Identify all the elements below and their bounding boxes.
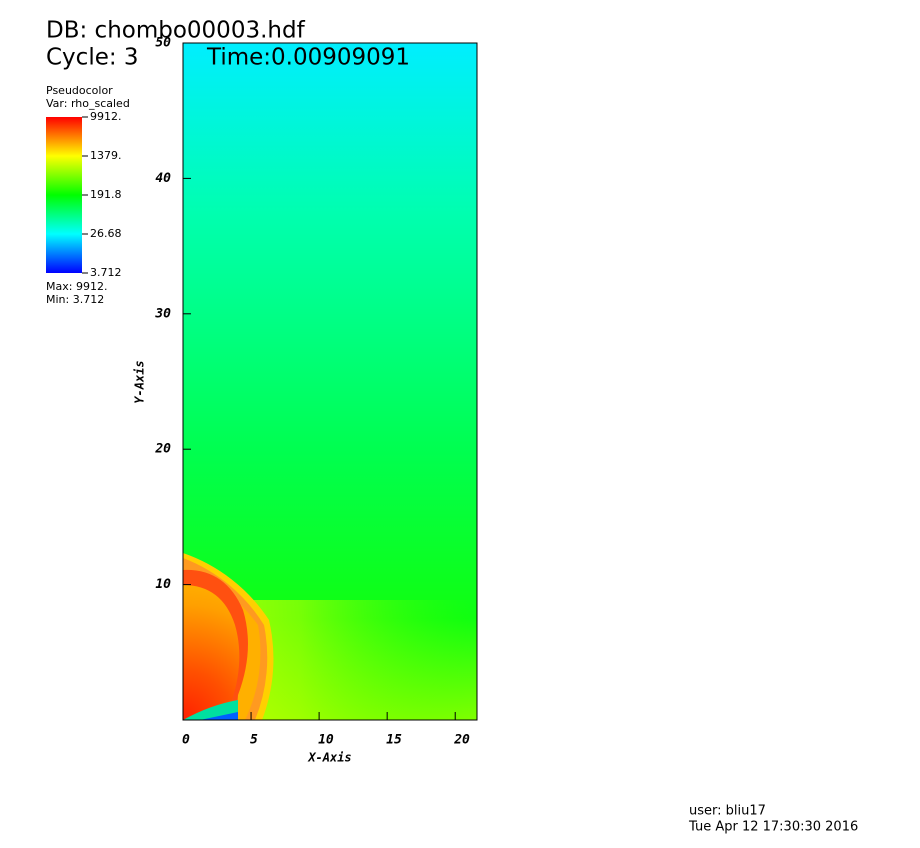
x-tick-label: 10 [318, 733, 334, 748]
cycle: Cycle: 3 [46, 45, 139, 71]
x-tick-label: 5 [250, 733, 258, 748]
x-axis-label: X-Axis [307, 751, 351, 765]
colorbar-label: 9912. [90, 110, 122, 123]
colorbar-label: 1379. [90, 149, 122, 162]
field [183, 43, 477, 720]
colorbar-label: 3.712 [90, 266, 122, 279]
plot-frame [182, 42, 478, 721]
max: Max: 9912. [46, 280, 107, 293]
y-axis-label: Y-Axis [133, 360, 147, 403]
colorbar [46, 117, 82, 273]
min: Min: 3.712 [46, 293, 104, 306]
colorbar-label: 26.68 [90, 227, 122, 240]
user: user: bliu17 [689, 804, 766, 819]
y-tick-label: 20 [154, 442, 171, 457]
db-name: DB: chombo00003.hdf [46, 18, 306, 44]
y-tick-label: 50 [155, 36, 171, 51]
y-tick-label: 10 [155, 577, 171, 592]
y-tick-label: 30 [154, 306, 171, 321]
x-tick-label: 0 [182, 733, 190, 748]
x-tick-label: 15 [386, 733, 402, 748]
x-tick-label: 20 [453, 733, 470, 748]
time: Time:0.00909091 [206, 45, 410, 71]
y-tick-label: 40 [155, 171, 171, 186]
plot-type: Pseudocolor [46, 84, 113, 97]
colorbar-label: 191.8 [90, 188, 122, 201]
variable: Var: rho_scaled [46, 97, 130, 110]
date: Tue Apr 12 17:30:30 2016 [688, 820, 858, 835]
